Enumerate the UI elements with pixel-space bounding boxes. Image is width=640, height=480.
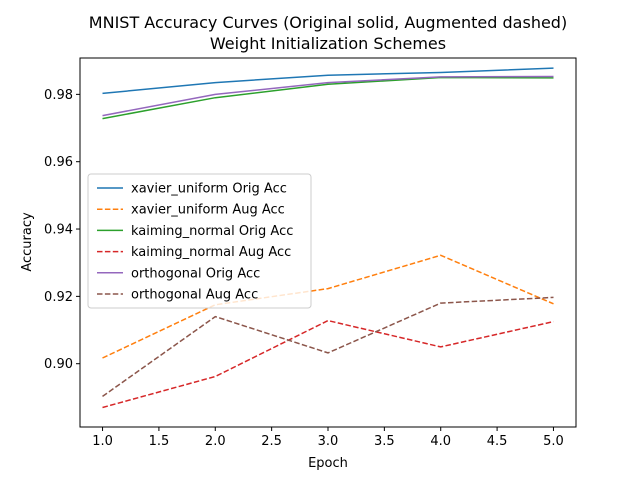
series-line-1 — [102, 254, 554, 359]
series-line-0 — [102, 67, 554, 95]
legend-label-0: xavier_uniform Orig Acc — [131, 182, 287, 197]
legend-label-4: orthogonal Orig Acc — [131, 266, 260, 281]
y-tick-label: 0.94 — [44, 223, 73, 238]
legend-box — [87, 173, 312, 309]
y-axis-title: Accuracy — [20, 212, 35, 272]
y-tick-label: 0.92 — [44, 290, 73, 305]
x-tick-label: 4.0 — [430, 434, 451, 449]
chart-title-line-1: MNIST Accuracy Curves (Original solid, A… — [89, 13, 567, 32]
legend-label-2: kaiming_normal Orig Acc — [131, 224, 293, 239]
series-line-3 — [102, 319, 554, 409]
x-axis-ticks: 1.0 1.5 2.0 2.5 3.0 3.5 4.0 4.5 5.0 — [92, 427, 564, 449]
x-tick-label: 1.5 — [149, 434, 170, 449]
series-line-2 — [102, 76, 554, 120]
y-axis-ticks: 0.90 0.92 0.94 0.96 0.98 — [44, 88, 80, 372]
legend-label-1: xavier_uniform Aug Acc — [131, 203, 285, 218]
x-axis-title: Epoch — [308, 456, 348, 471]
x-tick-label: 3.5 — [374, 434, 395, 449]
x-tick-label: 2.0 — [205, 434, 226, 449]
x-tick-label: 3.0 — [318, 434, 339, 449]
x-tick-label: 1.0 — [92, 434, 113, 449]
legend-label-5: orthogonal Aug Acc — [131, 288, 258, 303]
x-tick-label: 4.5 — [487, 434, 508, 449]
series-line-5 — [102, 296, 554, 398]
x-tick-label: 5.0 — [543, 434, 564, 449]
legend: xavier_uniform Orig Acc xavier_uniform Au… — [87, 173, 312, 309]
y-tick-label: 0.90 — [44, 357, 73, 372]
series-line-4 — [102, 75, 554, 117]
y-tick-label: 0.96 — [44, 155, 73, 170]
chart-title-line-2: Weight Initialization Schemes — [210, 34, 446, 53]
legend-label-3: kaiming_normal Aug Acc — [131, 245, 291, 260]
x-tick-label: 2.5 — [261, 434, 282, 449]
plot-series-group — [102, 67, 554, 409]
y-tick-label: 0.98 — [44, 88, 73, 103]
